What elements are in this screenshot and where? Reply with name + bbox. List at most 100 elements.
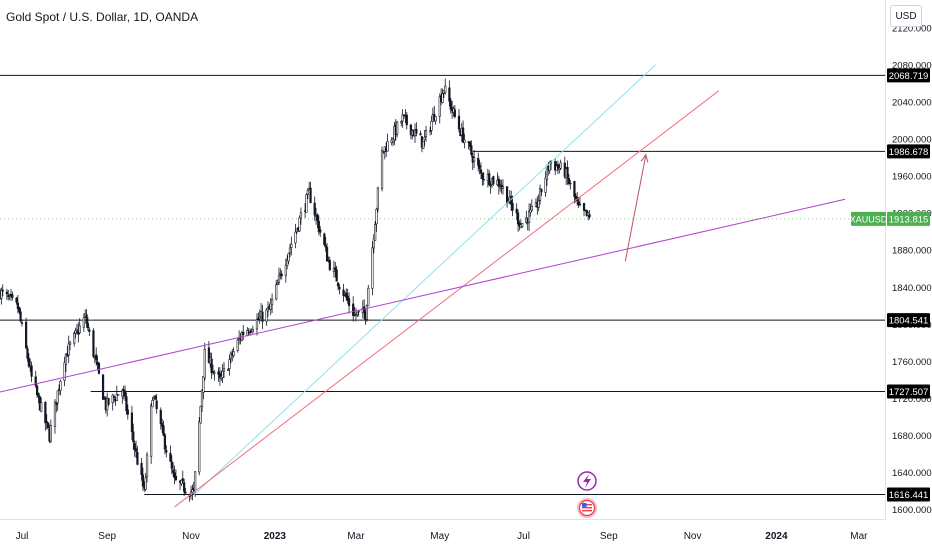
candle-down [328,260,331,271]
candle-down [578,203,582,206]
candle-down [154,395,157,400]
candle-up [288,247,292,254]
candle-up [236,339,239,351]
arrow-line[interactable] [624,154,647,262]
candle-up [63,362,66,381]
candle-up [73,332,76,344]
candle-down [123,390,127,397]
candle-down [27,357,30,367]
candle-up [424,130,428,137]
time-axis[interactable]: Jul Sep Nov 2023 Mar May Jul Sep Nov 2024 Mar [16,531,869,542]
candle-up [59,381,62,391]
price-tick-label: 2080.000 [892,60,932,71]
candle-down [346,295,349,301]
candle-down [556,164,560,169]
candle-up [286,259,289,267]
candle-down [26,348,29,359]
candle-down [207,347,210,364]
candle-down [88,329,91,332]
time-tick-label: Nov [684,531,702,542]
candle-down [477,157,480,166]
trendlines[interactable] [0,64,846,508]
candle-down [492,176,495,185]
level-tag-label: 1804.541 [889,316,929,327]
candle-down [317,220,320,232]
candle-up [295,228,298,232]
candle-down [313,202,316,216]
candle-down [325,246,329,262]
candle-up [530,206,533,211]
candle-down [462,127,465,143]
price-tick-label: 1680.000 [892,431,932,442]
candle-up [82,317,85,328]
price-tick-label: 2040.000 [892,97,932,108]
candle-up [255,319,259,330]
candle-down [45,421,48,423]
lightning-icon[interactable] [577,471,597,491]
candle-down [184,491,187,494]
candle-up [430,120,433,131]
trendline-purple[interactable] [0,198,846,393]
candle-down [335,269,338,282]
candle-up [463,139,466,143]
event-icons[interactable] [577,471,597,518]
candle-down [174,475,178,481]
candle-down [16,302,19,309]
candle-down [478,165,481,169]
candle-down [34,376,37,386]
candle-up [290,243,293,248]
candle-down [363,306,366,314]
level-tag-label: 1727.507 [889,387,929,398]
candle-up [145,454,149,477]
candle-up [121,390,124,397]
price-axis[interactable]: 1600.000 1640.000 1680.000 1720.000 1760.000… [892,23,932,516]
candle-down [112,396,116,398]
candle-down [482,178,485,181]
candle-up [191,489,194,493]
level-price-tag: 2068.719 [887,68,930,83]
last-price-value: 1913.815 [889,214,929,225]
candle-down [449,100,452,110]
candle-down [141,474,145,487]
candle-down [218,373,221,378]
candle-up [0,289,3,299]
candle-up [228,359,231,369]
candle-up [386,141,389,152]
price-tick-label: 1600.000 [892,505,932,516]
candle-down [567,177,571,184]
candle-up [115,393,118,401]
candle-up [49,424,52,442]
candle-up [380,150,384,190]
trendline-red[interactable] [174,90,720,508]
candle-down [133,443,136,450]
candle-down [134,448,138,452]
candle-up [559,162,562,169]
time-tick-label: Nov [182,531,200,542]
candle-down [132,431,135,443]
candle-down [155,400,158,410]
candle-up [365,304,369,320]
candle-up [444,85,447,93]
trendline-cyan[interactable] [193,64,656,496]
candle-up [521,223,524,227]
candle-up [548,161,551,171]
us-flag-icon[interactable] [577,498,597,518]
candle-up [356,311,359,316]
candle-down [19,311,22,322]
candle-up [53,401,57,427]
candle-down [334,267,337,271]
currency-button[interactable]: USD [890,5,922,27]
level-tag-label: 1616.441 [889,490,929,501]
candle-down [309,187,312,203]
candle-down [25,321,28,349]
candle-up [357,310,360,313]
candle-down [573,181,576,197]
candle-down [511,203,514,211]
candle-up [587,212,590,216]
candle-down [130,412,134,432]
candle-down [125,396,128,411]
candle-down [497,178,500,187]
horizontal-levels[interactable] [0,74,885,495]
